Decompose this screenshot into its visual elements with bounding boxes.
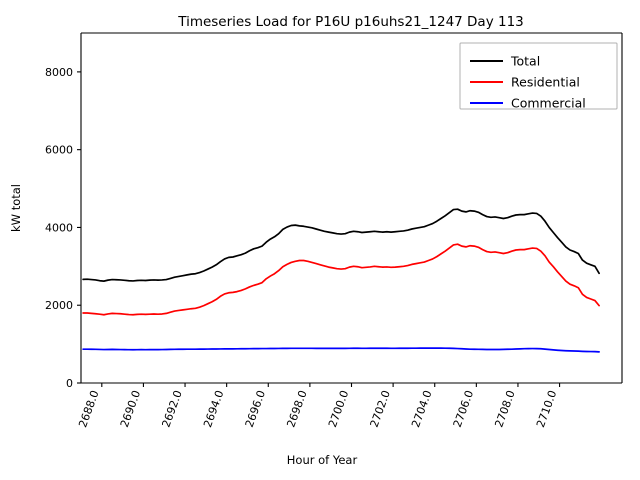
legend-label-residential: Residential <box>511 75 580 90</box>
legend-label-total: Total <box>510 54 540 69</box>
x-axis-label: Hour of Year <box>287 453 358 467</box>
y-tick-label: 8000 <box>45 66 73 79</box>
series-line-residential <box>82 243 600 316</box>
y-axis-label: kW total <box>9 184 23 232</box>
series-line-total <box>82 208 600 282</box>
y-tick-label: 6000 <box>45 144 73 157</box>
chart-title: Timeseries Load for P16U p16uhs21_1247 D… <box>177 14 524 30</box>
legend-label-commercial: Commercial <box>511 96 586 111</box>
y-tick-label: 4000 <box>45 221 73 234</box>
y-tick-label: 2000 <box>45 299 73 312</box>
chart-legend[interactable]: Total Residential Commercial <box>459 42 618 111</box>
y-tick-label: 0 <box>66 377 73 390</box>
series-line-commercial <box>82 347 600 353</box>
legend-background <box>459 42 618 110</box>
y-axis-ticks: 0 2000 4000 6000 8000 <box>45 66 81 390</box>
series-group <box>82 208 600 353</box>
